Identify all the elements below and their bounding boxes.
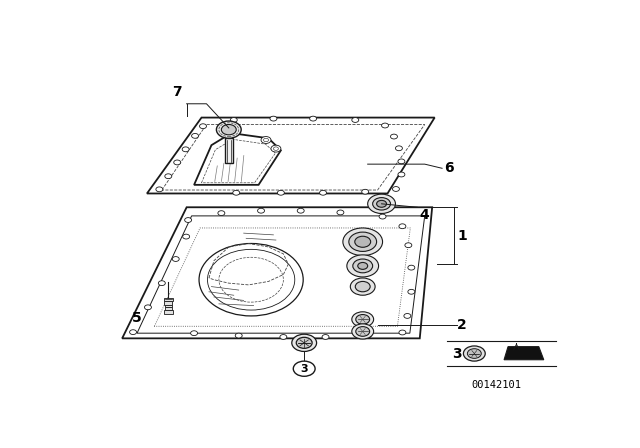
Circle shape <box>191 331 198 336</box>
Circle shape <box>158 281 165 285</box>
Circle shape <box>343 228 383 255</box>
Circle shape <box>381 123 388 128</box>
Polygon shape <box>164 298 173 301</box>
Circle shape <box>182 147 189 152</box>
Circle shape <box>297 208 304 213</box>
Text: 3: 3 <box>452 347 461 361</box>
Text: 6: 6 <box>445 161 454 175</box>
Circle shape <box>398 159 405 164</box>
Circle shape <box>353 259 372 273</box>
Text: 7: 7 <box>172 85 182 99</box>
Circle shape <box>396 146 403 151</box>
Circle shape <box>355 236 371 247</box>
Circle shape <box>398 172 405 177</box>
Circle shape <box>392 186 399 191</box>
Circle shape <box>408 289 415 294</box>
Circle shape <box>293 361 315 376</box>
Circle shape <box>376 200 387 207</box>
Circle shape <box>173 160 180 165</box>
Circle shape <box>218 211 225 215</box>
Circle shape <box>399 330 406 335</box>
Circle shape <box>292 334 317 352</box>
Circle shape <box>352 117 359 122</box>
Text: 5: 5 <box>132 310 142 325</box>
Circle shape <box>358 263 367 269</box>
Circle shape <box>372 198 390 210</box>
Circle shape <box>172 257 179 262</box>
Circle shape <box>356 327 370 336</box>
Circle shape <box>310 116 317 121</box>
Polygon shape <box>194 133 281 185</box>
Circle shape <box>463 346 485 361</box>
Circle shape <box>191 134 198 138</box>
Circle shape <box>185 218 191 223</box>
Circle shape <box>347 255 379 277</box>
Polygon shape <box>165 307 172 310</box>
Circle shape <box>337 210 344 215</box>
Text: 3: 3 <box>300 364 308 374</box>
Polygon shape <box>164 310 173 314</box>
Circle shape <box>236 333 242 338</box>
Circle shape <box>399 224 406 228</box>
Polygon shape <box>504 347 544 360</box>
Circle shape <box>257 208 264 213</box>
Circle shape <box>233 190 240 195</box>
Circle shape <box>216 121 241 138</box>
Circle shape <box>221 125 236 135</box>
Circle shape <box>322 335 329 340</box>
Circle shape <box>356 314 370 324</box>
Polygon shape <box>164 301 172 305</box>
Polygon shape <box>165 305 172 307</box>
Circle shape <box>156 187 163 192</box>
Circle shape <box>270 116 277 121</box>
Text: 00142101: 00142101 <box>472 380 522 390</box>
Circle shape <box>230 117 237 122</box>
Circle shape <box>364 333 371 338</box>
Circle shape <box>182 234 189 239</box>
Circle shape <box>379 214 386 219</box>
Text: 4: 4 <box>420 208 429 222</box>
Text: 1: 1 <box>457 228 467 242</box>
Circle shape <box>349 232 376 251</box>
Circle shape <box>200 124 207 129</box>
Circle shape <box>367 194 396 214</box>
Text: 2: 2 <box>457 318 467 332</box>
Circle shape <box>404 314 411 319</box>
Circle shape <box>408 265 415 270</box>
Circle shape <box>261 137 271 143</box>
Circle shape <box>319 190 326 195</box>
Circle shape <box>362 190 369 194</box>
Circle shape <box>165 174 172 179</box>
Polygon shape <box>225 138 233 164</box>
Circle shape <box>352 312 374 327</box>
Circle shape <box>280 335 287 340</box>
Circle shape <box>145 305 152 310</box>
Circle shape <box>355 281 370 292</box>
Circle shape <box>129 330 136 335</box>
Circle shape <box>277 190 284 195</box>
Circle shape <box>271 145 281 152</box>
Circle shape <box>296 337 312 349</box>
Circle shape <box>467 349 481 358</box>
Circle shape <box>390 134 397 139</box>
Polygon shape <box>122 207 432 338</box>
Circle shape <box>350 278 375 295</box>
Polygon shape <box>147 117 435 194</box>
Circle shape <box>352 324 374 339</box>
Circle shape <box>405 243 412 248</box>
